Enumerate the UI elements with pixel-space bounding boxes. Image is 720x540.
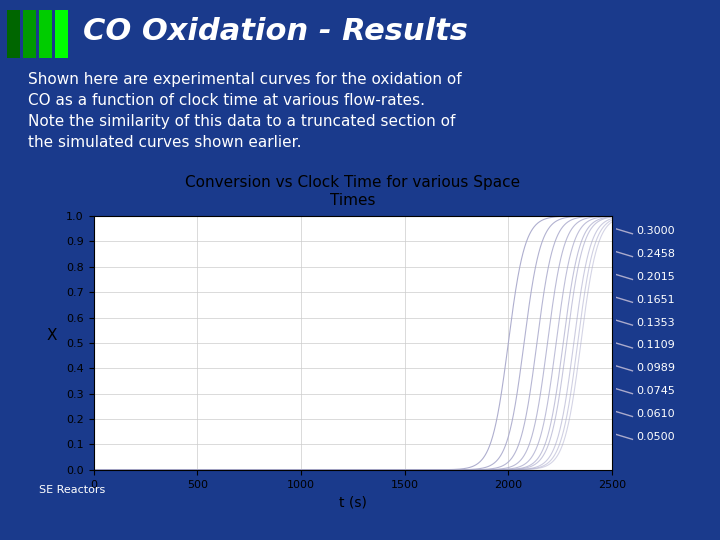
Text: 0.0610: 0.0610 — [636, 409, 675, 419]
FancyBboxPatch shape — [55, 10, 68, 58]
Text: Shown here are experimental curves for the oxidation of
CO as a function of cloc: Shown here are experimental curves for t… — [28, 72, 462, 150]
FancyBboxPatch shape — [23, 10, 36, 58]
Title: Conversion vs Clock Time for various Space
Times: Conversion vs Clock Time for various Spa… — [185, 176, 521, 208]
Text: 0.0989: 0.0989 — [636, 363, 675, 373]
Text: SE Reactors: SE Reactors — [39, 485, 105, 495]
Text: 0.3000: 0.3000 — [636, 226, 675, 236]
Text: CO Oxidation - Results: CO Oxidation - Results — [83, 17, 468, 45]
Text: 0.2458: 0.2458 — [636, 249, 675, 259]
Text: 0.1651: 0.1651 — [636, 295, 675, 305]
Text: 0.2015: 0.2015 — [636, 272, 675, 282]
Text: 0.0500: 0.0500 — [636, 432, 675, 442]
FancyBboxPatch shape — [7, 10, 20, 58]
FancyBboxPatch shape — [39, 10, 52, 58]
Text: 0.1353: 0.1353 — [636, 318, 675, 328]
Text: 0.0745: 0.0745 — [636, 386, 675, 396]
Y-axis label: X: X — [47, 328, 58, 343]
X-axis label: t (s): t (s) — [339, 495, 366, 509]
Text: 0.1109: 0.1109 — [636, 340, 675, 350]
